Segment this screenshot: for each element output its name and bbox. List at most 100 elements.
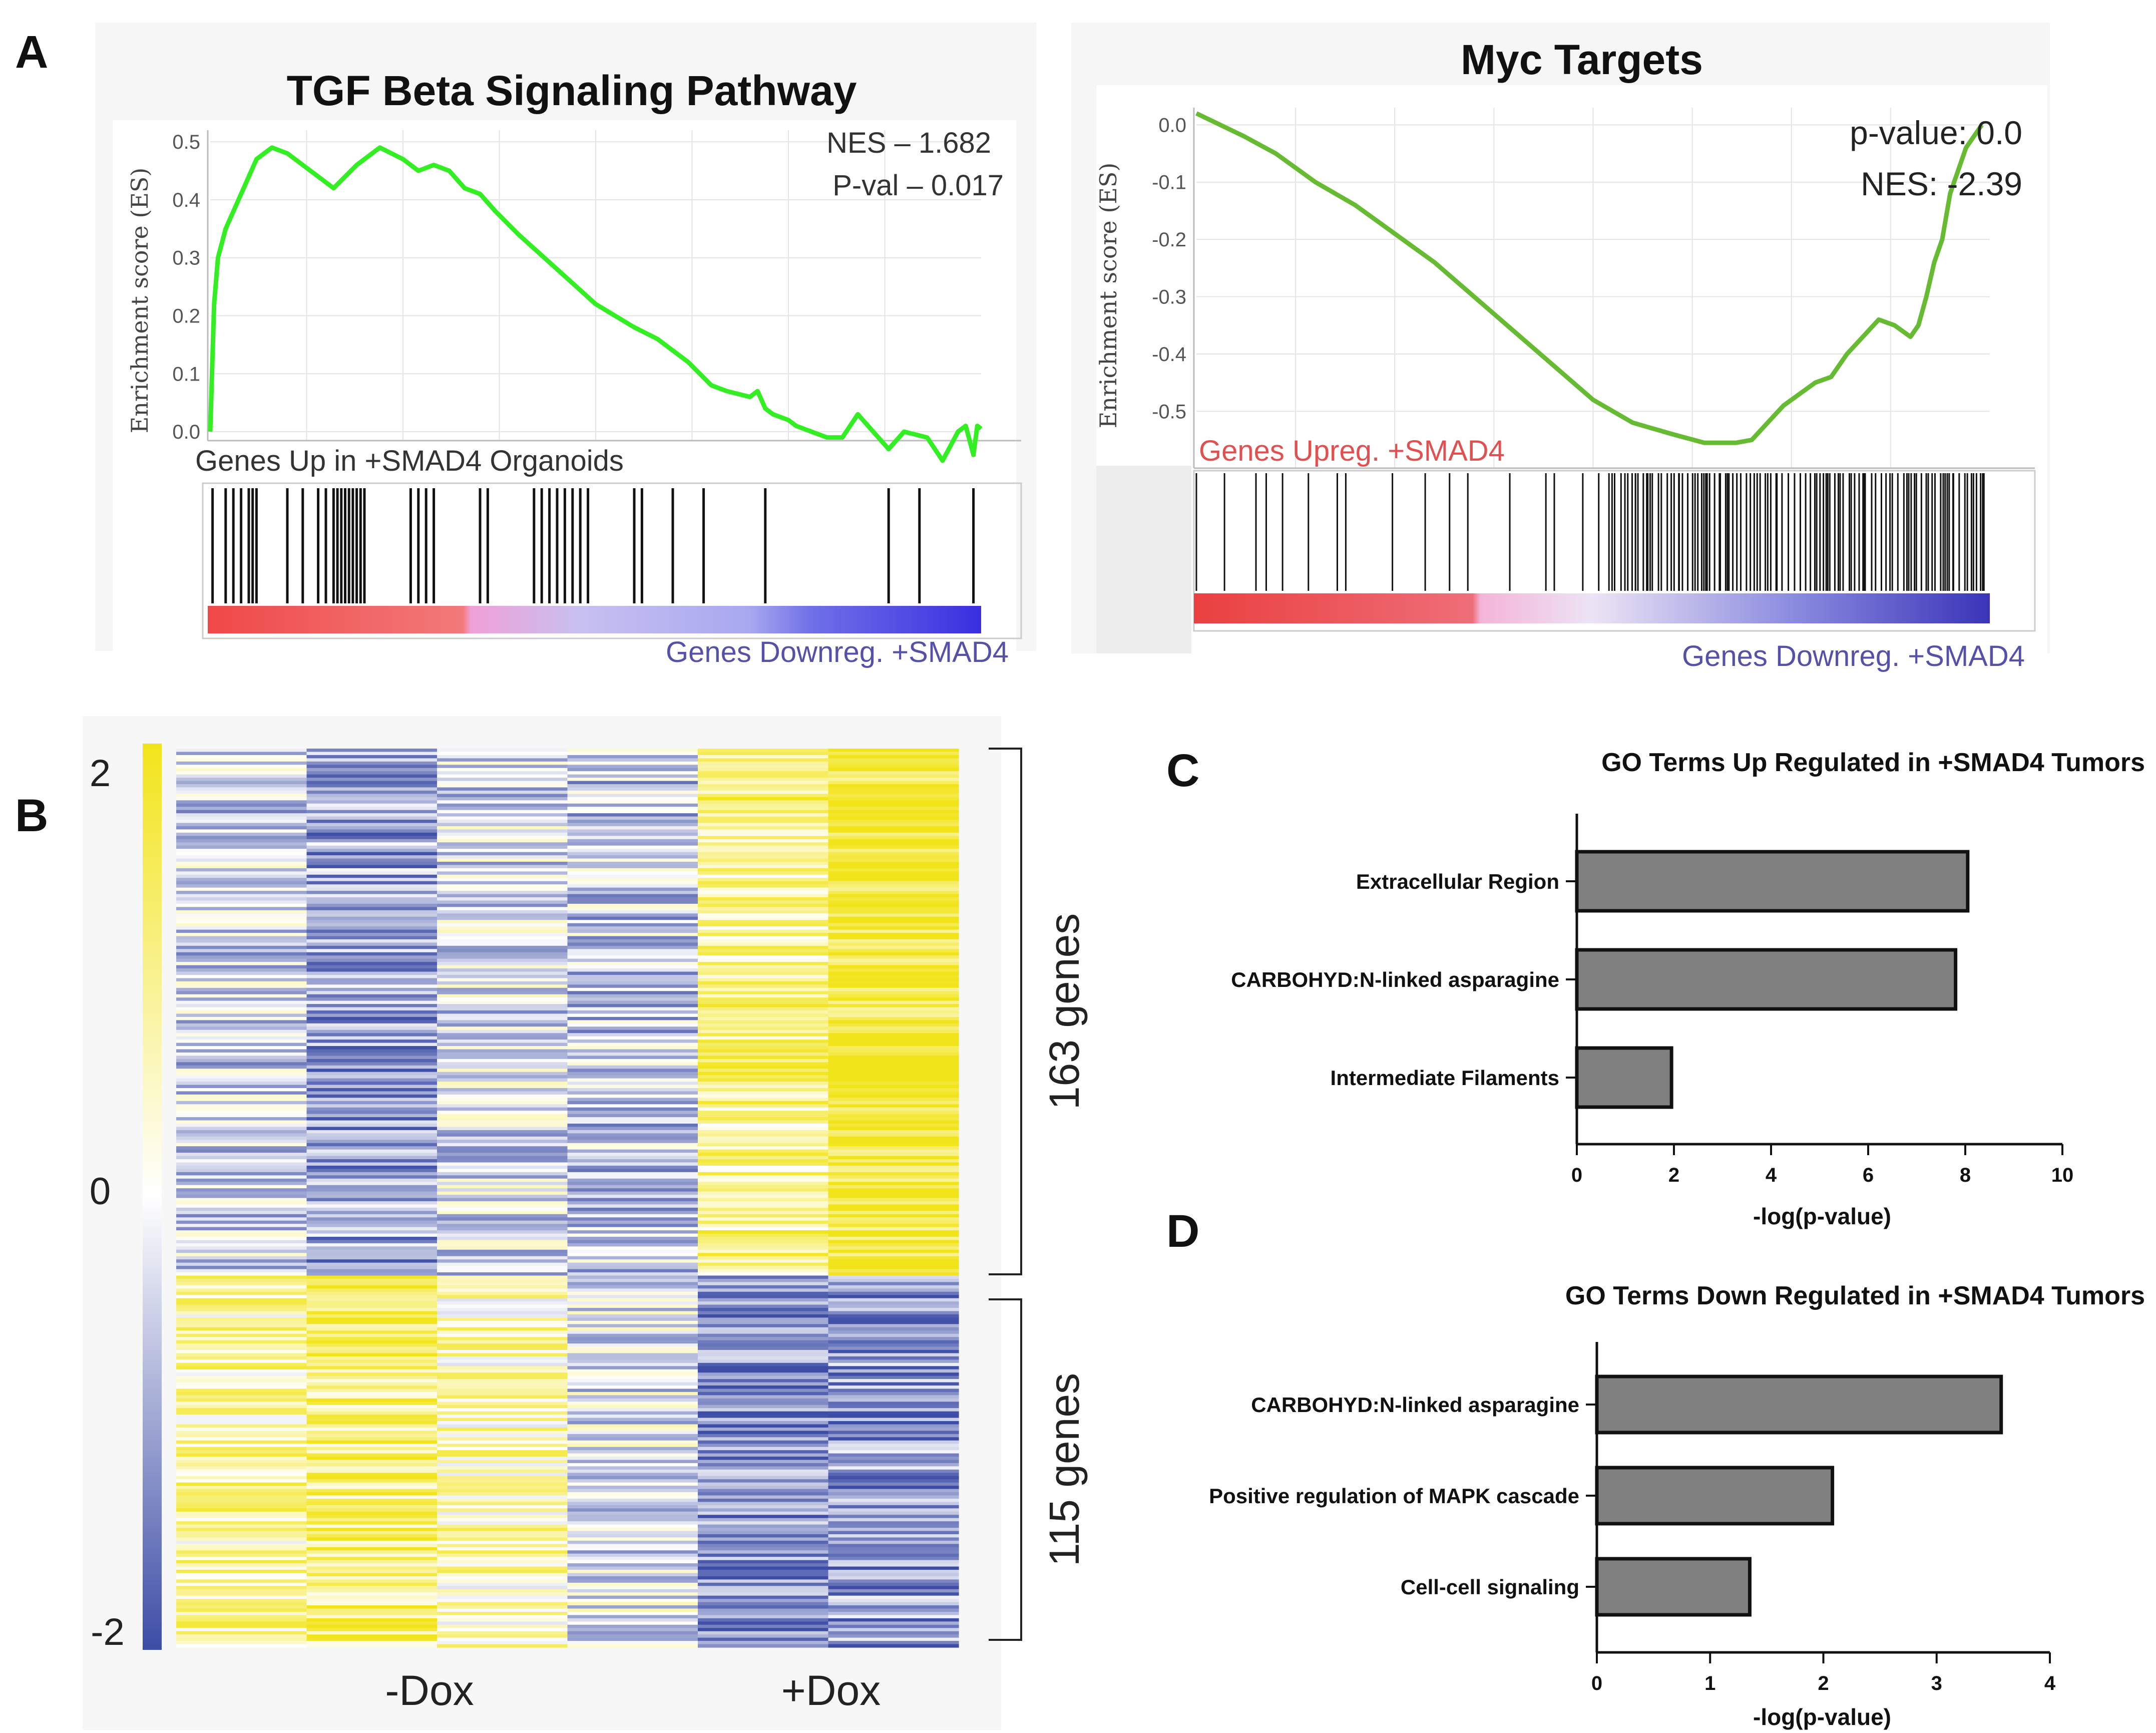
- heatmap-cell: [437, 1589, 568, 1593]
- heatmap-cell: [306, 1143, 438, 1147]
- heatmap-cell: [828, 1398, 959, 1402]
- heatmap-cell: [567, 1311, 698, 1315]
- heatmap-cell: [306, 1253, 438, 1257]
- heatmap-cell: [828, 1314, 959, 1318]
- heatmap-cell: [437, 1000, 568, 1004]
- heatmap-cell: [437, 1039, 568, 1044]
- heatmap-cell: [176, 926, 307, 930]
- heatmap-cell: [698, 823, 829, 827]
- heatmap-cell: [176, 1056, 307, 1060]
- heatmap-cell: [437, 894, 568, 898]
- heatmap-cell: [176, 1291, 307, 1295]
- heatmap-cell: [828, 952, 959, 956]
- go-down-xtick-label: 0: [1591, 1672, 1602, 1694]
- heatmap-cell: [437, 1082, 568, 1086]
- heatmap-cell: [437, 1256, 568, 1260]
- heatmap-cell: [698, 897, 829, 901]
- heatmap-cell: [828, 1366, 959, 1370]
- heatmap-cell: [828, 881, 959, 885]
- heatmap-cell: [176, 1521, 307, 1525]
- heatmap-cell: [567, 1392, 698, 1396]
- heatmap-cell: [567, 1566, 698, 1570]
- heatmap-cell: [698, 1075, 829, 1079]
- heatmap-cell: [306, 1169, 438, 1173]
- heatmap-cell: [306, 1317, 438, 1321]
- heatmap-cell: [828, 981, 959, 985]
- heatmap-cell: [176, 761, 307, 765]
- heatmap-cell: [567, 1101, 698, 1105]
- heatmap-cell: [437, 1272, 568, 1276]
- heatmap-cell: [828, 1579, 959, 1583]
- heatmap-cell: [437, 1156, 568, 1160]
- heatmap-cell: [176, 787, 307, 791]
- heatmap-cell: [437, 1547, 568, 1551]
- heatmap-cell: [306, 923, 438, 927]
- heatmap-cell: [437, 1185, 568, 1189]
- heatmap-cell: [306, 1059, 438, 1063]
- heatmap-cell: [698, 1159, 829, 1163]
- heatmap-cell: [306, 1301, 438, 1305]
- heatmap-cell: [698, 1078, 829, 1082]
- heatmap-cell: [828, 1415, 959, 1419]
- heatmap-cell: [567, 845, 698, 849]
- heatmap-cell: [176, 1498, 307, 1503]
- heatmap-cell: [698, 1240, 829, 1244]
- heatmap-cell: [698, 1029, 829, 1033]
- heatmap-cell: [306, 1123, 438, 1128]
- heatmap-cell: [437, 1085, 568, 1089]
- heatmap-cell: [306, 749, 438, 753]
- heatmap-cell: [176, 1592, 307, 1596]
- heatmap-cell: [437, 1320, 568, 1324]
- heatmap-cell: [437, 1586, 568, 1590]
- heatmap-cell: [567, 939, 698, 943]
- heatmap-cell: [698, 1589, 829, 1593]
- heatmap-cell: [698, 1379, 829, 1383]
- heatmap-cell: [306, 1178, 438, 1182]
- heatmap-cell: [306, 861, 438, 866]
- heatmap-cell: [698, 1020, 829, 1024]
- heatmap-cell: [567, 1114, 698, 1118]
- heatmap-cell: [567, 1599, 698, 1603]
- heatmap-cell: [306, 1156, 438, 1160]
- heatmap-cell: [698, 1544, 829, 1548]
- heatmap-cell: [176, 1301, 307, 1305]
- heatmap-cell: [567, 1372, 698, 1376]
- heatmap-cell: [828, 1349, 959, 1354]
- heatmap-cell: [176, 987, 307, 991]
- heatmap-cell: [306, 1195, 438, 1199]
- heatmap-cell: [306, 955, 438, 959]
- heatmap-cell: [567, 1570, 698, 1574]
- heatmap-cell: [698, 1107, 829, 1111]
- heatmap-cell: [567, 1123, 698, 1128]
- heatmap: 2 0 -2 163 genes 115 genes -Dox +Dox: [83, 716, 1088, 1730]
- heatmap-cell: [437, 1362, 568, 1366]
- heatmap-cell: [698, 1366, 829, 1370]
- heatmap-cell: [567, 1233, 698, 1237]
- heatmap-cell: [698, 1182, 829, 1186]
- heatmap-cell: [176, 845, 307, 849]
- heatmap-cell: [698, 903, 829, 907]
- heatmap-cell: [567, 991, 698, 995]
- heatmap-cell: [176, 1120, 307, 1124]
- gsea-myc-ytick: -0.2: [1152, 229, 1186, 251]
- heatmap-cell: [698, 787, 829, 791]
- heatmap-cell: [306, 1278, 438, 1282]
- heatmap-cell: [698, 1382, 829, 1386]
- gsea-tgf-pval: P-val – 0.017: [832, 169, 1004, 202]
- heatmap-cell: [698, 1586, 829, 1590]
- heatmap-xlabel-minus-dox: -Dox: [385, 1667, 474, 1714]
- heatmap-cell: [176, 1146, 307, 1150]
- heatmap-cell: [698, 1117, 829, 1121]
- heatmap-cell: [306, 1098, 438, 1102]
- heatmap-cell: [437, 920, 568, 924]
- heatmap-cell: [176, 1101, 307, 1105]
- heatmap-cell: [437, 845, 568, 849]
- heatmap-cell: [437, 1560, 568, 1564]
- heatmap-cell: [176, 1029, 307, 1033]
- go-up-bar: [1575, 1046, 1673, 1109]
- heatmap-cell: [567, 752, 698, 756]
- heatmap-cell: [306, 1069, 438, 1073]
- heatmap-cell: [306, 1288, 438, 1292]
- heatmap-cell: [176, 939, 307, 943]
- heatmap-cell: [306, 797, 438, 801]
